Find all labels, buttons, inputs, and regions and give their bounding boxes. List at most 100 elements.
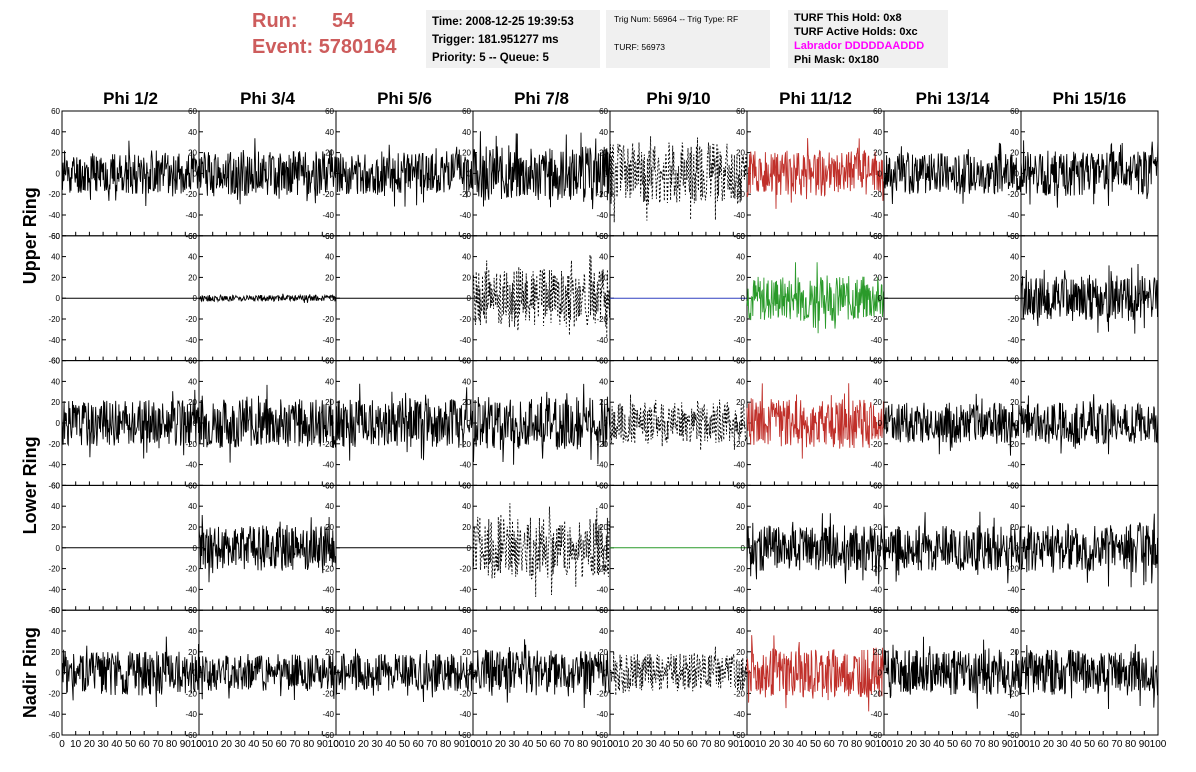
y-tick-label: -40 [1007,585,1019,594]
y-tick-label: 20 [599,398,608,407]
y-tick-label: 40 [1010,502,1019,511]
y-tick-label: -20 [596,440,608,449]
ring-label: Lower Ring [20,436,40,534]
y-tick-label: 0 [56,169,61,178]
x-tick-label: 90 [1139,739,1151,750]
x-tick-label: 70 [974,739,986,750]
y-tick-label: -20 [48,190,60,199]
y-tick-label: 40 [325,253,334,262]
column-header: Phi 13/14 [916,89,990,108]
y-tick-label: -40 [1007,710,1019,719]
x-tick-label: 0 [59,739,65,750]
x-tick-label: 50 [1084,739,1096,750]
y-tick-label: -40 [322,710,334,719]
y-tick-label: -40 [459,710,471,719]
y-tick-label: 0 [741,169,746,178]
waveform-trace [61,636,200,708]
y-tick-label: 0 [878,169,883,178]
x-tick-label: 30 [920,739,932,750]
column-header: Phi 9/10 [646,89,710,108]
x-tick-label: 0 [196,739,202,750]
x-tick-label: 80 [440,739,452,750]
y-tick-label: -60 [459,731,471,740]
y-tick-label: -20 [1007,689,1019,698]
y-tick-label: 60 [736,107,745,116]
y-tick-label: 60 [873,481,882,490]
waveform-trace [61,140,200,207]
x-tick-label: 60 [961,739,973,750]
y-tick-label: -40 [870,211,882,220]
y-tick-label: -60 [459,481,471,490]
phi-mask-text: Phi Mask: 0x180 [794,54,879,66]
y-tick-label: 0 [467,669,472,678]
y-tick-label: 0 [467,294,472,303]
column-header: Phi 15/16 [1053,89,1127,108]
x-tick-label: 100 [1013,739,1030,750]
y-tick-label: 20 [325,149,334,158]
x-tick-label: 50 [947,739,959,750]
subplot-frame [61,360,200,486]
y-tick-label: 40 [188,627,197,636]
x-tick-label: 40 [659,739,671,750]
y-tick-label: -20 [1007,190,1019,199]
y-tick-label: -20 [322,190,334,199]
x-tick-label: 60 [687,739,699,750]
subplot-frame [609,609,748,736]
y-tick-label: -60 [48,232,60,241]
y-tick-label: -40 [459,211,471,220]
y-tick-label: 0 [330,669,335,678]
x-tick-label: 10 [1029,739,1041,750]
y-tick-label: -60 [596,357,608,366]
run-label: Run: [252,10,298,32]
y-tick-label: -40 [459,585,471,594]
turf-this-hold-text: TURF This Hold: 0x8 [794,12,902,24]
column-header: Phi 1/2 [103,89,158,108]
y-tick-label: 40 [736,377,745,386]
y-tick-label: 60 [599,107,608,116]
waveform-trace [883,393,1022,456]
y-tick-label: -40 [870,710,882,719]
x-tick-label: 70 [837,739,849,750]
y-tick-label: 0 [467,169,472,178]
y-tick-label: 40 [325,502,334,511]
x-tick-label: 60 [276,739,288,750]
waveform-trace [198,293,337,303]
x-tick-label: 80 [714,739,726,750]
y-tick-label: 0 [604,419,609,428]
y-tick-label: -60 [870,481,882,490]
y-tick-label: 0 [56,419,61,428]
y-tick-label: 40 [873,128,882,137]
y-tick-label: 0 [741,544,746,553]
y-tick-label: 40 [599,502,608,511]
ring-label: Upper Ring [20,187,40,284]
y-tick-label: 20 [51,648,60,657]
y-tick-label: 40 [325,377,334,386]
y-tick-label: -60 [48,357,60,366]
y-tick-label: -40 [48,211,60,220]
column-header: Phi 11/12 [779,89,852,108]
waveform-trace [746,513,885,585]
y-tick-label: 0 [878,419,883,428]
y-tick-label: 20 [1010,273,1019,282]
y-tick-label: -40 [1007,211,1019,220]
y-tick-label: 40 [51,128,60,137]
y-tick-label: -20 [185,315,197,324]
y-tick-label: 40 [873,627,882,636]
y-tick-label: 60 [325,357,334,366]
x-tick-label: 20 [1043,739,1055,750]
y-tick-label: -40 [322,211,334,220]
y-tick-label: -40 [596,211,608,220]
y-tick-label: 60 [462,606,471,615]
y-tick-label: -40 [596,710,608,719]
labrador-text: Labrador DDDDDAADDD [794,40,925,52]
y-tick-label: -20 [870,689,882,698]
x-tick-label: 80 [1125,739,1137,750]
y-tick-label: -20 [185,440,197,449]
y-tick-label: -20 [1007,440,1019,449]
x-tick-label: 0 [333,739,339,750]
y-tick-label: 20 [873,398,882,407]
y-tick-label: 60 [599,357,608,366]
y-tick-label: 0 [1015,169,1020,178]
waveform-trace [609,394,748,451]
turf-num-text: TURF: 56973 [614,42,666,52]
